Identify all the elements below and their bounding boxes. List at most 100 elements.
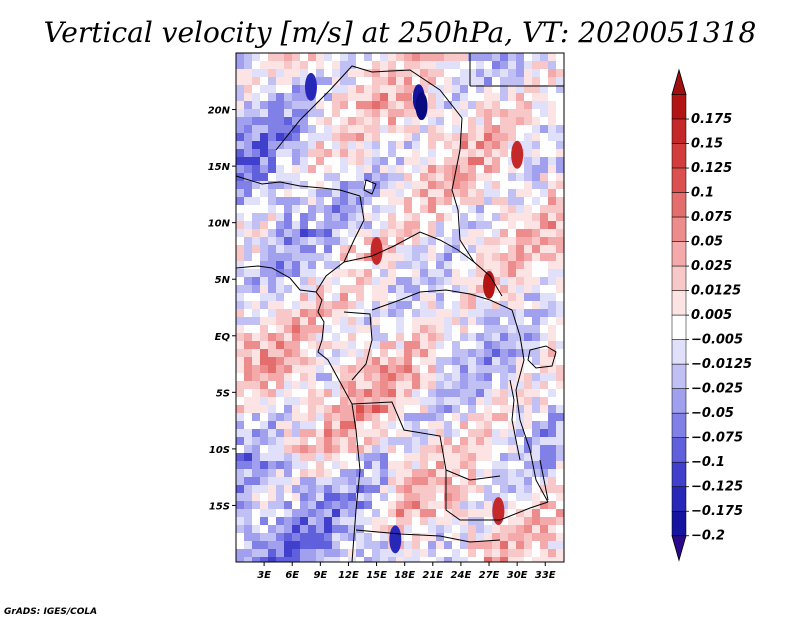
field-cell: [540, 189, 549, 198]
field-cell: [292, 125, 301, 134]
field-cell: [332, 517, 341, 526]
field-cell: [236, 325, 245, 334]
field-cell: [396, 509, 405, 518]
field-cell: [372, 261, 381, 270]
field-cell: [372, 325, 381, 334]
field-cell: [260, 493, 269, 502]
field-cell: [556, 69, 564, 78]
field-cell: [412, 53, 421, 62]
field-cell: [260, 469, 269, 478]
field-cell: [396, 421, 405, 430]
field-cell: [324, 405, 333, 414]
field-cell: [388, 485, 397, 494]
field-cell: [396, 253, 405, 262]
field-cell: [284, 61, 293, 70]
field-cell: [516, 477, 525, 486]
field-cell: [236, 149, 245, 158]
field-cell: [388, 197, 397, 206]
field-cell: [508, 117, 517, 126]
field-cell: [324, 453, 333, 462]
field-cell: [284, 293, 293, 302]
field-cell: [300, 173, 309, 182]
field-cell: [252, 253, 261, 262]
field-cell: [444, 493, 453, 502]
field-cell: [284, 221, 293, 230]
field-cell: [468, 469, 477, 478]
field-cell: [508, 333, 517, 342]
field-cell: [364, 405, 373, 414]
field-cell: [428, 61, 437, 70]
field-cell: [436, 429, 445, 438]
field-cell: [380, 181, 389, 190]
field-cell: [444, 101, 453, 110]
field-cell: [380, 405, 389, 414]
field-cell: [292, 61, 301, 70]
field-cell: [252, 165, 261, 174]
field-cell: [236, 533, 245, 542]
field-cell: [380, 53, 389, 62]
field-cell: [508, 197, 517, 206]
field-cell: [540, 413, 549, 422]
field-cell: [444, 269, 453, 278]
field-cell: [436, 461, 445, 470]
field-cell: [436, 93, 445, 102]
field-cell: [444, 381, 453, 390]
field-cell: [468, 189, 477, 198]
field-cell: [340, 477, 349, 486]
field-cell: [476, 149, 485, 158]
field-cell: [300, 93, 309, 102]
field-cell: [404, 261, 413, 270]
border-car: [343, 231, 475, 263]
field-cell: [540, 533, 549, 542]
field-cell: [556, 341, 564, 350]
field-cell: [532, 453, 541, 462]
field-cell: [412, 445, 421, 454]
field-cell: [516, 437, 525, 446]
field-cell: [540, 133, 549, 142]
field-cell: [300, 421, 309, 430]
field-cell: [508, 165, 517, 174]
field-cell: [260, 269, 269, 278]
field-cell: [548, 85, 557, 94]
field-cell: [532, 237, 541, 246]
field-cell: [380, 381, 389, 390]
field-cell: [532, 493, 541, 502]
field-cell: [356, 277, 365, 286]
field-cell: [348, 381, 357, 390]
field-cell: [292, 245, 301, 254]
field-cell: [396, 133, 405, 142]
field-cell: [508, 541, 517, 550]
field-cell: [492, 389, 501, 398]
field-cell: [516, 53, 525, 62]
field-cell: [476, 445, 485, 454]
field-cell: [284, 341, 293, 350]
field-cell: [412, 429, 421, 438]
field-cell: [284, 261, 293, 270]
field-cell: [540, 253, 549, 262]
field-cell: [524, 157, 533, 166]
field-cell: [428, 437, 437, 446]
field-cell: [532, 285, 541, 294]
field-cell: [340, 293, 349, 302]
field-cell: [428, 189, 437, 198]
field-cell: [444, 109, 453, 118]
field-cell: [340, 365, 349, 374]
field-cell: [452, 469, 461, 478]
field-cell: [364, 229, 373, 238]
field-cell: [348, 309, 357, 318]
field-cell: [396, 397, 405, 406]
field-cell: [340, 461, 349, 470]
field-cell: [284, 101, 293, 110]
field-cell: [252, 477, 261, 486]
field-cell: [380, 221, 389, 230]
field-cell: [484, 197, 493, 206]
field-cell: [444, 365, 453, 374]
field-cell: [532, 213, 541, 222]
field-cell: [548, 277, 557, 286]
field-cell: [348, 221, 357, 230]
field-cell: [380, 93, 389, 102]
field-cell: [372, 77, 381, 86]
field-cell: [404, 533, 413, 542]
field-cell: [308, 389, 317, 398]
field-cell: [412, 509, 421, 518]
